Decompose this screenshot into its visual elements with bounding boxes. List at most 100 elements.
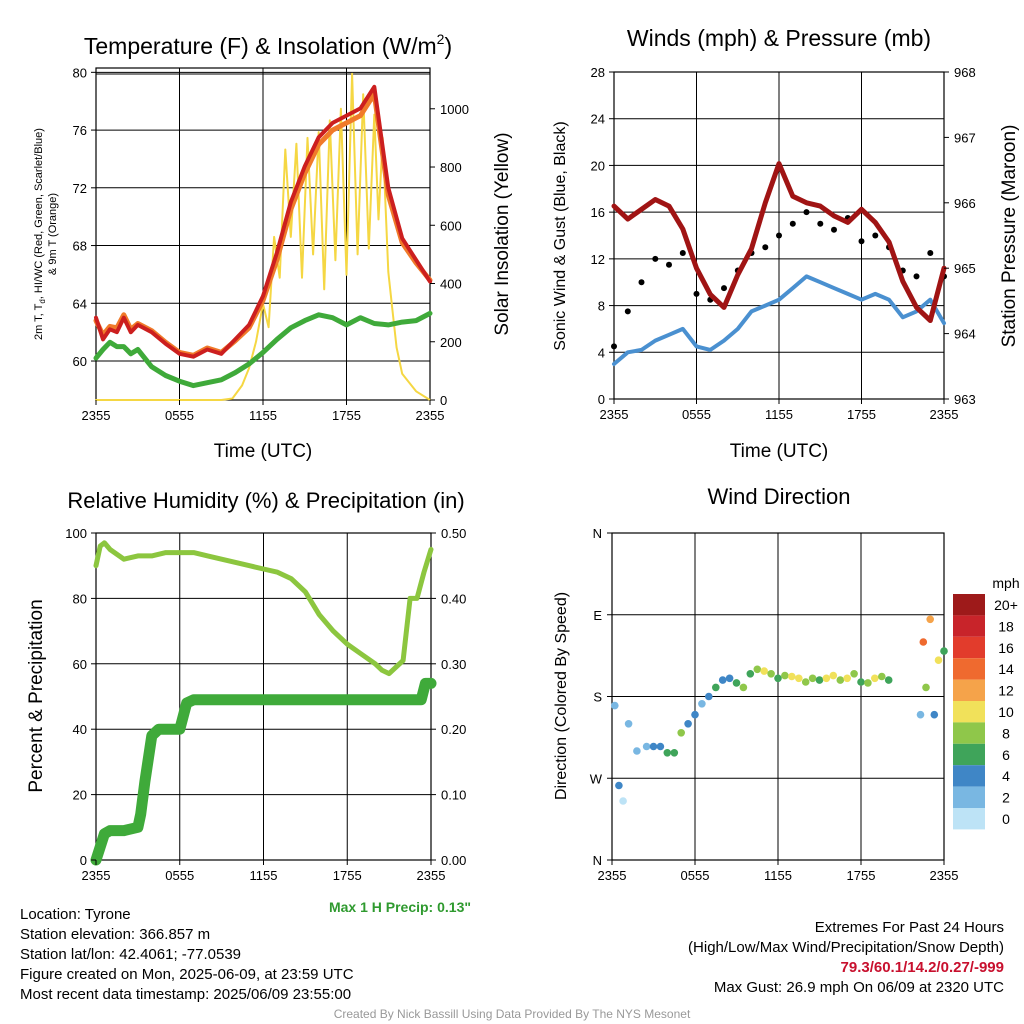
y-tick-label-right: 400 [440,277,462,292]
direction-point [633,747,641,755]
direction-point [843,674,851,683]
speed-legend: mph 20+ 18 16 14 12 10 8 6 4 2 0 [953,575,1020,830]
y-tick-label-left: 0 [80,853,87,868]
direction-point [615,781,623,790]
x-tick-label: 2355 [416,408,445,423]
credit-line: Created By Nick Bassill Using Data Provi… [333,1007,691,1021]
temperature-y-axis-label-left: 2m T, Td, HI/WC (Red, Green, Scarlet/Blu… [33,128,47,340]
x-tick-label: 2355 [600,407,629,422]
direction-point [922,683,930,692]
y-tick-label-left: W [590,771,603,786]
y-tick-label-left: 100 [65,526,87,541]
temperature-y-axis-label-right: Solar Insolation (Yellow) [492,132,513,335]
gust-point [611,343,617,350]
gust-point [872,232,879,239]
direction-point [642,742,651,751]
y-tick-label-right: 966 [954,196,976,211]
y-tick-label-left: E [593,608,602,623]
rh-panel: Relative Humidity (%) & Precipitation (i… [26,488,471,915]
wind-panel: Winds (mph) & Pressure (mb) 2355 0555 1155 1… [552,25,1020,462]
info-latlon: Station lat/lon: 42.4061; -77.0539 [20,946,242,963]
legend-label: 16 [998,640,1014,656]
x-tick-label: 2355 [82,408,111,423]
direction-point [624,720,633,728]
y-tick-label-left: 72 [73,181,87,196]
y-tick-label-left: 24 [591,112,605,127]
direction-title: Wind Direction [707,484,850,509]
x-tick-label: 2355 [417,868,446,883]
extremes-values: 79.3/60.1/14.2/0.27/-999 [840,959,1004,976]
y-tick-label-left: 60 [73,354,87,369]
legend-label: 10 [998,704,1014,720]
legend-label: 14 [998,661,1014,677]
legend-swatch [953,722,985,744]
extremes-info: Extremes For Past 24 Hours (High/Low/Max… [688,918,1004,998]
series-line-sonic-wind [612,274,946,366]
info-location: Location: Tyrone [20,906,131,923]
y-tick-label-right: 200 [440,335,462,350]
y-tick-label-left: 4 [598,345,605,360]
direction-point [930,710,939,719]
direction-point [857,678,865,686]
y-tick-label-left: 0 [598,392,605,407]
direction-point [781,671,789,680]
y-tick-label-left: 76 [73,123,87,138]
direction-point [864,679,872,687]
extremes-title: Extremes For Past 24 Hours [814,919,1004,936]
x-tick-label: 1755 [847,868,876,883]
x-tick-label: 0555 [165,868,194,883]
x-tick-label: 2355 [598,868,627,883]
direction-point [753,665,762,674]
y-tick-label-left: 8 [598,299,605,314]
y-tick-label-left: 28 [591,65,605,80]
series-line-2m-temp [94,84,432,359]
legend-swatch [953,636,985,659]
direction-point [829,671,838,680]
gust-point [831,226,837,233]
temperature-panel: Temperature (F) & Insolation (W/m2)2355 0… [33,31,513,462]
legend-label: 8 [1002,725,1010,741]
x-tick-label: 2355 [82,868,111,883]
direction-point [684,720,692,728]
legend-swatch [953,658,985,680]
direction-point [739,683,748,692]
x-tick-label: 1155 [250,868,278,883]
y-tick-label-left: S [593,690,602,705]
legend-swatch [953,679,985,701]
direction-point [712,683,720,692]
gust-point [638,279,645,286]
legend-label: 0 [1002,811,1010,827]
direction-point [705,692,713,701]
x-tick-label: 1155 [249,408,277,423]
y-tick-label-left: 68 [73,239,87,254]
x-tick-label: 0555 [682,407,711,422]
y-tick-label-right: 0 [440,393,447,408]
legend-swatch [953,765,985,787]
y-tick-label-right: 967 [954,130,976,145]
legend-swatch [953,615,985,637]
gust-point [666,261,672,268]
direction-point [801,678,810,686]
direction-point [884,676,893,684]
x-tick-label: 1155 [764,868,792,883]
gust-point [913,273,920,280]
x-tick-label: 2355 [930,868,959,883]
direction-point [795,674,803,683]
wind-y-axis-label-right: Station Pressure (Maroon) [999,125,1020,348]
y-tick-label-left: 20 [73,788,87,803]
y-tick-label-right: 1000 [440,102,469,117]
direction-point [934,656,943,664]
direction-point [940,647,948,655]
series-line-dewpoint [93,310,433,389]
legend-label: 18 [998,618,1014,634]
y-tick-label-left: 80 [73,591,87,606]
temperature-y-axis-label-left-line2: & 9m T (Orange) [47,193,59,275]
direction-point [767,670,775,678]
direction-point [677,729,685,737]
gust-point [721,285,727,292]
y-tick-label-right: 0.20 [441,722,466,737]
legend-label: 12 [998,683,1014,699]
legend-swatch [953,808,985,830]
